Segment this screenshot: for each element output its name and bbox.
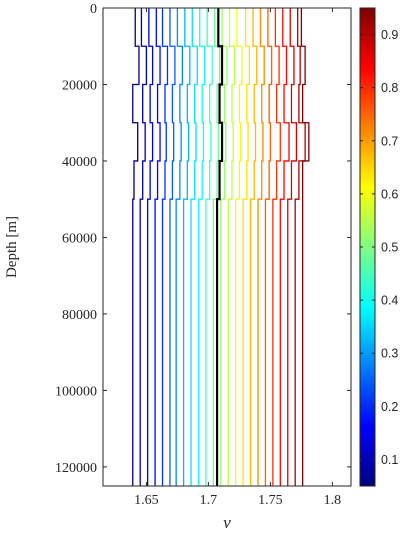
colorbar-tick-label: 0.5: [381, 241, 398, 255]
colorbar-tick-label: 0.9: [381, 28, 398, 42]
colorbar-tick-label: 0.4: [381, 294, 398, 308]
highlight-series-line: [215, 8, 224, 486]
colorbar-ticks: 0.1 0.2 0.3 0.4 0.5 0.6 0.7 0.8 0.9: [360, 28, 398, 467]
colorbar-tick-label: 0.6: [381, 187, 398, 201]
series-line-1: [132, 8, 140, 486]
series-line-18: [257, 8, 265, 486]
x-axis-title: ν: [223, 513, 231, 532]
x-tick-label: 1.8: [324, 493, 342, 508]
series-line-22: [287, 8, 298, 486]
colorbar-tick-label: 0.2: [381, 400, 398, 414]
y-tick-label: 60000: [62, 231, 97, 246]
y-tick-label: 0: [90, 2, 97, 17]
colorbar-tick-label: 0.8: [381, 81, 398, 95]
plot-frame: [102, 7, 352, 487]
series-line-14: [227, 8, 236, 486]
y-tick-label: 40000: [62, 155, 97, 170]
series-line-11: [205, 8, 213, 486]
series-line-16: [242, 8, 250, 486]
series-line-24: [300, 8, 310, 486]
x-tick-label: 1.75: [258, 493, 283, 508]
series-line-7: [175, 8, 184, 486]
y-tick-label: 80000: [62, 308, 97, 323]
series-line-21: [279, 8, 290, 486]
series-line-20: [272, 8, 281, 486]
series-line-5: [161, 8, 169, 486]
colorbar-tick-label: 0.3: [381, 347, 398, 361]
series-line-19: [264, 8, 273, 486]
series-line-6: [169, 8, 176, 486]
series-line-9: [190, 8, 198, 486]
y-tick-label: 20000: [62, 78, 97, 93]
series-line-3: [146, 8, 154, 486]
series-line-17: [249, 8, 258, 486]
series-line-10: [197, 8, 206, 486]
x-tick-label: 1.7: [200, 493, 218, 508]
y-tick-label: 120000: [55, 461, 97, 476]
y-axis-title: Depth [m]: [4, 216, 20, 278]
series-line-15: [235, 8, 243, 486]
y-axis: 0 20000 40000 60000 80000 100000 120000: [55, 2, 351, 476]
series-line-13: [220, 8, 228, 486]
series-layer: [132, 8, 310, 486]
x-axis: 1.65 1.7 1.75 1.8: [134, 8, 341, 508]
series-line-8: [182, 8, 191, 486]
colorbar-tick-label: 0.7: [381, 134, 398, 148]
series-line-4: [154, 8, 161, 486]
series-line-2: [139, 8, 148, 486]
series-line-23: [294, 8, 306, 486]
x-tick-label: 1.65: [134, 493, 159, 508]
y-tick-label: 100000: [55, 384, 97, 399]
colorbar-tick-label: 0.1: [381, 453, 398, 467]
